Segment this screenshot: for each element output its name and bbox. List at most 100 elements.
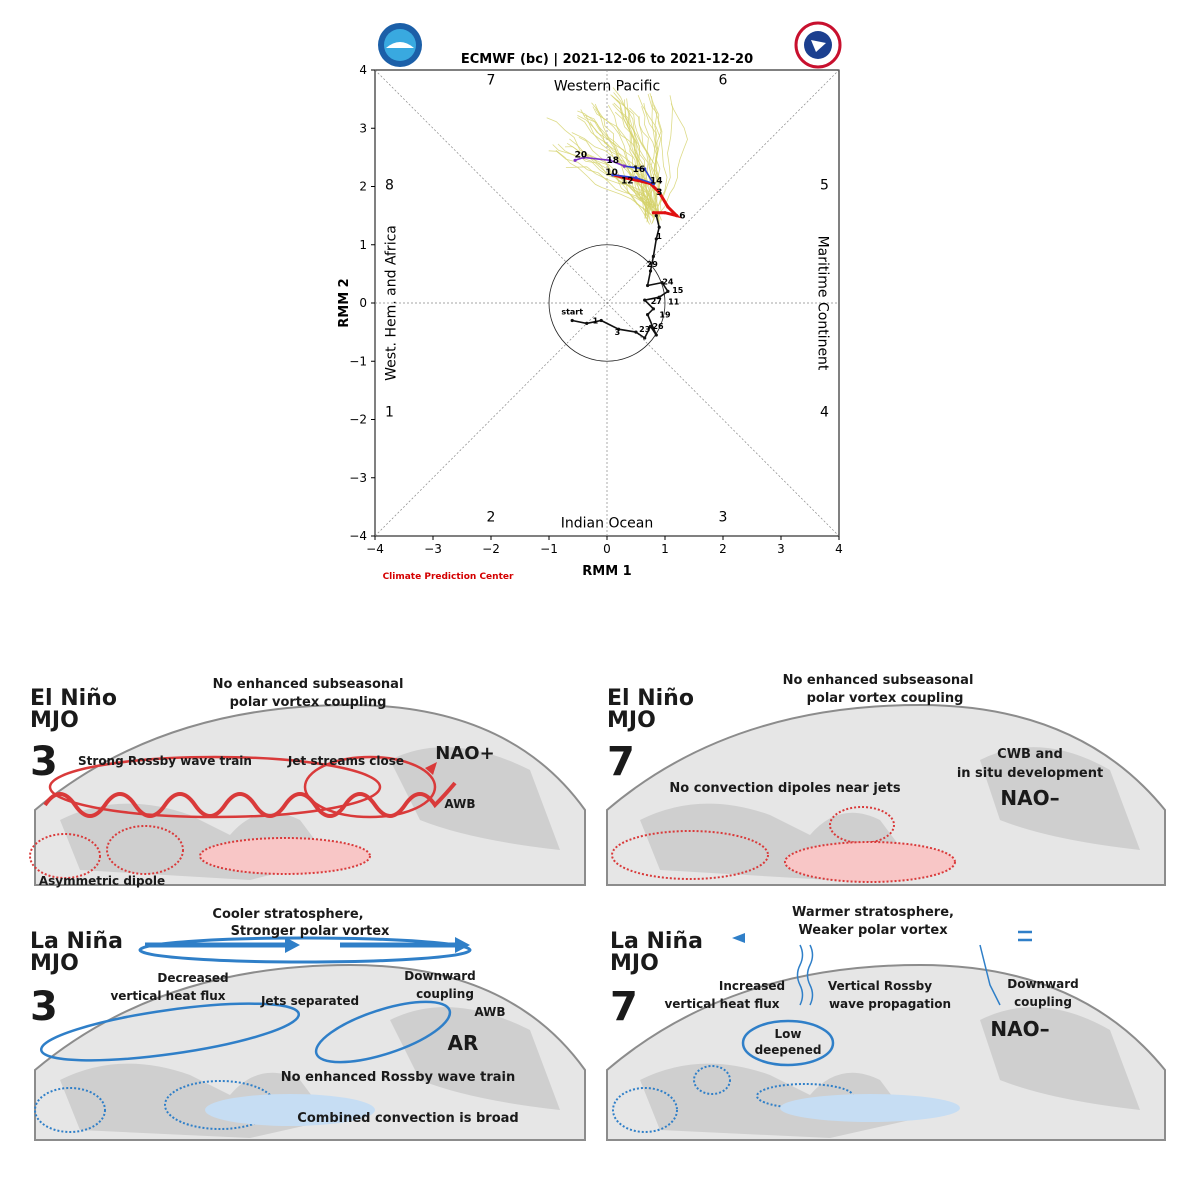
ensemble-member-line: [610, 94, 647, 216]
observed-track-point: [648, 324, 653, 328]
y-tick-label: −1: [349, 354, 367, 368]
ensemble-tail-blue-point: [651, 181, 656, 186]
x-tick-label: −3: [424, 542, 442, 556]
annotation: No convection dipoles near jets: [669, 781, 900, 796]
annotation: AWB: [474, 1005, 505, 1019]
panel-header-line: Cooler stratosphere,: [212, 907, 363, 922]
ensemble-member-line: [578, 136, 651, 223]
credit-label: Climate Prediction Center: [383, 572, 514, 582]
region-label-western-pacific: Western Pacific: [554, 78, 660, 94]
ensemble-member-line: [589, 121, 650, 225]
ensemble-tail-blue-point: [643, 167, 647, 171]
ensemble-member-line: [659, 95, 673, 215]
ensemble-member-line: [624, 99, 651, 222]
annotation: deepened: [755, 1043, 822, 1057]
observed-track-point: [643, 336, 647, 340]
ensemble-member-line: [641, 106, 663, 224]
annotation: wave propagation: [829, 997, 951, 1011]
ensemble-tail-purple-point: [608, 158, 612, 162]
panel-la-nina-3: La Niña MJO 3 Cooler stratosphere, Stron…: [30, 907, 586, 1141]
ensemble-member-line: [613, 102, 652, 211]
region-label-west-hem-africa: West. Hem. and Africa: [383, 225, 399, 381]
panel-title-line: El Niño: [30, 686, 117, 711]
ensemble-mean-track-point: [675, 214, 679, 218]
ensemble-member-line: [577, 110, 654, 218]
observed-track-point: [643, 298, 647, 302]
x-tick-label: 2: [719, 542, 727, 556]
annotation: Downward: [1007, 977, 1079, 991]
day-label: 10: [605, 168, 618, 178]
annotation: CWB and: [997, 747, 1063, 762]
rmm-phase-diagram: ECMWF (bc) | 2021-12-06 to 2021-12-20 −4…: [337, 21, 843, 582]
panel-title-line: MJO: [30, 708, 79, 733]
y-tick-label: −3: [349, 471, 367, 485]
annotation: Jets separated: [260, 994, 359, 1008]
day-label: 3: [656, 188, 662, 198]
x-tick-label: 4: [835, 542, 843, 556]
observed-track-point: [654, 333, 658, 337]
observed-track-point: [651, 254, 656, 258]
phase-label: 6: [719, 73, 728, 89]
annotation: Decreased: [157, 971, 228, 985]
annotation: NAO+: [435, 743, 494, 764]
day-label: 24: [662, 277, 674, 286]
ensemble-member-line: [577, 117, 654, 209]
y-tick-label: 4: [359, 63, 367, 77]
rmm-series: [570, 155, 682, 340]
ensemble-member-line: [557, 143, 653, 216]
phase-guide-lines: [374, 69, 840, 537]
x-tick-label: 3: [777, 542, 785, 556]
guide-line: [374, 69, 840, 537]
panel-title-line: La Niña: [30, 929, 123, 954]
region-label-indian-ocean: Indian Ocean: [561, 515, 653, 531]
observed-track-point: [657, 225, 661, 229]
day-label: 12: [621, 177, 634, 187]
phase-label: 8: [385, 177, 394, 193]
day-label: 18: [607, 156, 620, 166]
panel-header-line: Stronger polar vortex: [231, 924, 390, 939]
observed-track-point: [646, 313, 650, 317]
observed-track-point: [585, 321, 589, 325]
ensemble-mean-track-point: [666, 205, 670, 209]
observed-track-point: [651, 307, 656, 311]
observed-track-point: [660, 281, 664, 285]
annotation: coupling: [1014, 995, 1072, 1009]
panel-title-line: El Niño: [607, 686, 694, 711]
annotation: in situ development: [957, 766, 1103, 781]
annotation: Increased: [719, 979, 785, 993]
day-label: 14: [650, 177, 663, 187]
day-label: 15: [672, 286, 684, 295]
day-label: 27: [651, 297, 662, 306]
phase-label: 5: [820, 177, 829, 193]
panel-title-number: 7: [610, 984, 638, 1030]
panel-header-line: No enhanced subseasonal: [783, 673, 974, 688]
day-label: 19: [659, 311, 671, 320]
phase-label: 7: [487, 73, 496, 89]
x-tick-label: −1: [540, 542, 558, 556]
ensemble-member-line: [659, 103, 688, 214]
mjo-enso-schematics: El Niño MJO 3 No enhanced subseasonal po…: [29, 673, 1166, 1141]
panel-title-number: 3: [30, 984, 58, 1030]
ensemble-member-line: [653, 104, 668, 217]
annotation: No enhanced Rossby wave train: [281, 1070, 515, 1085]
y-axis-label: RMM 2: [337, 278, 352, 327]
x-tick-label: 0: [603, 542, 611, 556]
annotation: AR: [448, 1031, 479, 1055]
x-tick-label: 1: [661, 542, 669, 556]
panel-title-line: MJO: [607, 708, 656, 733]
ensemble-tail-blue-point: [611, 173, 615, 177]
x-tick-label: −2: [482, 542, 500, 556]
ensemble-member-line: [614, 111, 652, 214]
observed-track-point: [657, 295, 661, 299]
x-axis-label: RMM 1: [582, 564, 631, 579]
day-label: 6: [679, 212, 685, 222]
y-tick-label: 2: [359, 180, 367, 194]
observed-track-point: [599, 318, 603, 323]
panel-header-line: Weaker polar vortex: [798, 923, 948, 938]
observed-track-point: [654, 214, 658, 218]
y-tick-label: 3: [359, 121, 367, 135]
ensemble-tail-purple: [574, 156, 625, 167]
panel-header-line: Warmer stratosphere,: [792, 905, 954, 920]
